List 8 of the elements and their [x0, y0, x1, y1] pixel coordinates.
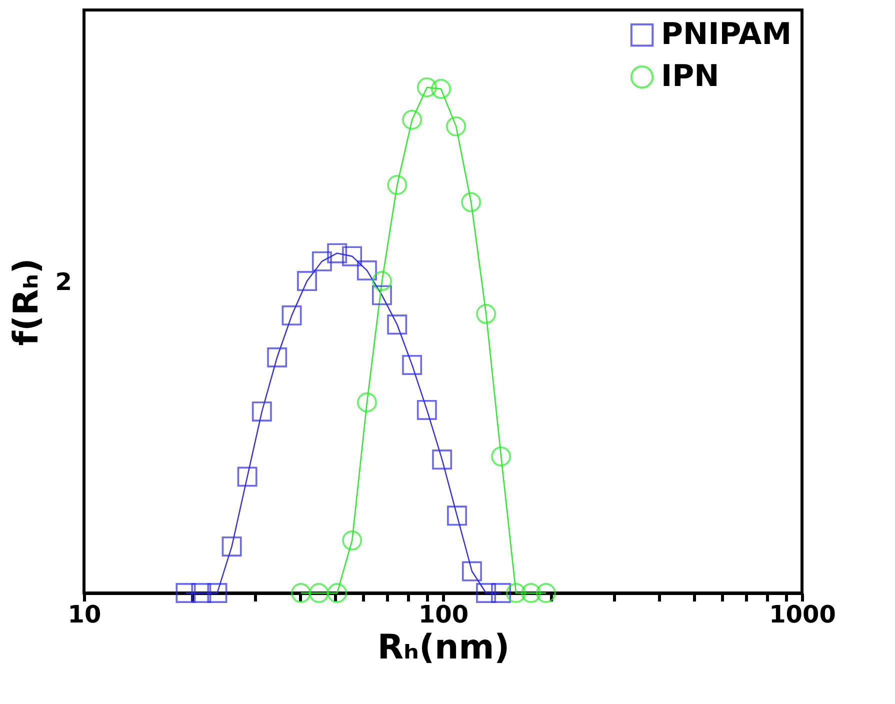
y-axis-title: f(Rₕ) — [6, 258, 46, 346]
x-axis-title: Rₕ(nm) — [377, 628, 510, 668]
legend-label: PNIPAM — [661, 17, 792, 52]
x-tick-label: 10 — [68, 600, 102, 628]
legend-label: IPN — [661, 59, 720, 94]
text: 2 — [55, 268, 72, 296]
x-tick-label: 1000 — [769, 600, 836, 628]
x-tick-label: 100 — [418, 600, 469, 628]
